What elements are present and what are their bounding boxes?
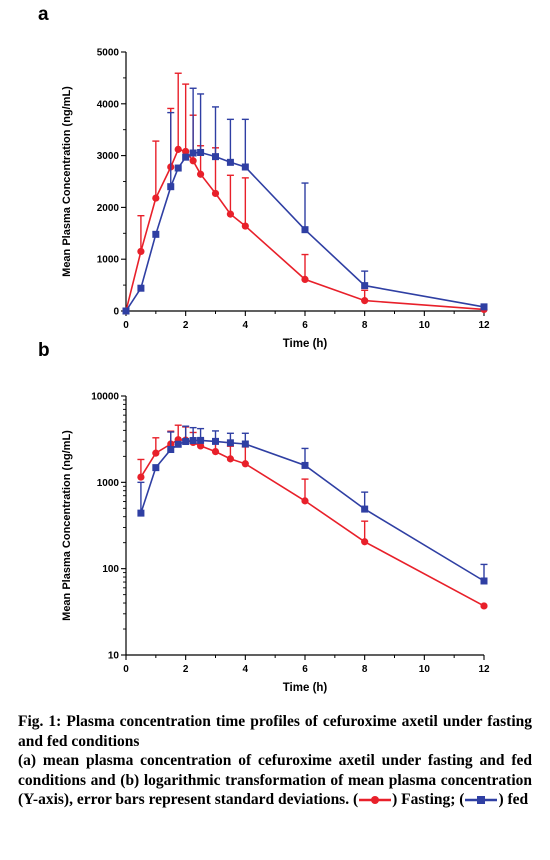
data-point-fasting (137, 473, 145, 481)
data-point-fasting (301, 497, 309, 505)
data-point-fed (197, 436, 205, 444)
data-point-fed (174, 440, 182, 448)
data-point-fasting (137, 247, 145, 256)
y-tick-label: 1000 (97, 478, 120, 489)
y-tick-label: 5000 (97, 48, 120, 59)
data-point-fed (480, 577, 488, 585)
x-tick-label: 0 (123, 664, 129, 675)
y-tick-label: 2000 (97, 203, 120, 214)
y-tick-label: 1000 (97, 255, 120, 266)
data-point-fed (241, 440, 249, 448)
y-tick-label: 4000 (97, 99, 120, 110)
data-point-fed (122, 307, 130, 315)
data-point-fed (182, 153, 190, 161)
x-tick-label: 12 (478, 664, 490, 675)
data-point-fasting (196, 442, 205, 450)
caption-body: (a) mean plasma concentration of cefurox… (18, 751, 532, 810)
x-tick-label: 6 (302, 320, 308, 331)
data-point-fasting (152, 449, 160, 457)
data-point-fasting (301, 275, 309, 284)
x-tick-label: 8 (362, 320, 368, 331)
series-line-fasting (125, 148, 485, 312)
data-point-fed (182, 438, 190, 446)
chart-panel-b: 0 2 4 6 8 10 12 10 100 1000 10000 Time (h) Mean Plas… (61, 392, 490, 695)
panel-label-b: b (38, 340, 50, 361)
data-point-fed (137, 509, 145, 517)
x-tick-label: 6 (302, 664, 308, 675)
data-point-fed (167, 446, 175, 454)
y-tick-label: 3000 (97, 151, 120, 162)
y-axis-label: Mean Plasma Concentration (ng/mL) (61, 430, 73, 621)
data-point-fasting (241, 222, 249, 230)
legend-fed-label: ) fed (498, 791, 529, 808)
x-axis-label: Time (h) (283, 682, 328, 694)
y-tick-label: 10 (108, 651, 120, 662)
x-axis-label: Time (h) (283, 338, 328, 350)
data-point-fed (174, 164, 182, 172)
data-point-fasting (361, 538, 369, 546)
data-point-fasting (196, 170, 205, 178)
data-point-fed (361, 505, 369, 513)
data-point-fed (152, 464, 160, 472)
caption-body-text: (a) mean plasma concentration of cefurox… (18, 752, 532, 808)
data-point-fed (212, 153, 219, 161)
series-fasting (137, 424, 488, 610)
legend-fasting-label: ) Fasting; ( (392, 791, 465, 808)
data-point-fed (189, 149, 197, 157)
data-point-fasting (226, 455, 235, 463)
caption-title: Fig. 1: Plasma concentration time profil… (18, 713, 532, 750)
series-line-fasting (140, 438, 485, 607)
x-tick-label: 10 (419, 664, 431, 675)
x-tick-label: 4 (243, 320, 249, 331)
y-tick-label: 100 (102, 564, 119, 575)
x-tick-label: 8 (362, 664, 368, 675)
chart-panel-a: 0 2 4 6 8 10 12 0 1000 2000 3000 4000 5000 Time (h) Me… (61, 48, 490, 351)
data-point-fed (152, 230, 160, 238)
x-tick-label: 0 (123, 320, 129, 331)
x-tick-label: 10 (419, 320, 431, 331)
series-line-fed (125, 151, 485, 312)
data-point-fasting (182, 147, 190, 156)
figure-caption: Fig. 1: Plasma concentration time profil… (18, 712, 532, 810)
data-point-fasting (480, 602, 488, 610)
data-point-fasting (174, 145, 182, 153)
series-fed (122, 87, 488, 315)
data-point-fed (137, 284, 145, 292)
y-axis-label: Mean Plasma Concentration (ng/mL) (61, 86, 73, 277)
data-point-fed (189, 437, 197, 445)
series-fed (137, 425, 488, 585)
data-point-fed (480, 303, 488, 311)
data-point-fed (301, 226, 309, 234)
data-point-fasting (241, 460, 249, 468)
data-point-fed (361, 282, 369, 290)
y-tick-label: 10000 (91, 392, 119, 403)
x-tick-label: 2 (183, 664, 189, 675)
data-point-fed (167, 183, 175, 191)
x-tick-label: 4 (243, 664, 249, 675)
data-point-fasting (226, 210, 235, 218)
data-point-fasting (189, 157, 197, 165)
data-point-fed (212, 437, 219, 445)
legend-open: ( (352, 791, 359, 808)
data-point-fasting (152, 194, 160, 202)
data-point-fed (301, 461, 309, 469)
x-tick-label: 12 (478, 320, 490, 331)
legend-fasting-icon (359, 796, 392, 805)
data-point-fed (241, 163, 249, 171)
data-point-fasting (211, 447, 220, 456)
data-point-fasting (211, 189, 220, 198)
legend-fed-icon (465, 796, 498, 805)
y-tick-label: 0 (113, 307, 119, 318)
panel-label-a: a (38, 4, 49, 25)
data-point-fed (197, 148, 205, 156)
x-tick-label: 2 (183, 320, 189, 331)
series-line-fed (140, 439, 485, 582)
data-point-fed (226, 158, 234, 166)
data-point-fasting (361, 297, 369, 305)
data-point-fed (226, 439, 234, 447)
